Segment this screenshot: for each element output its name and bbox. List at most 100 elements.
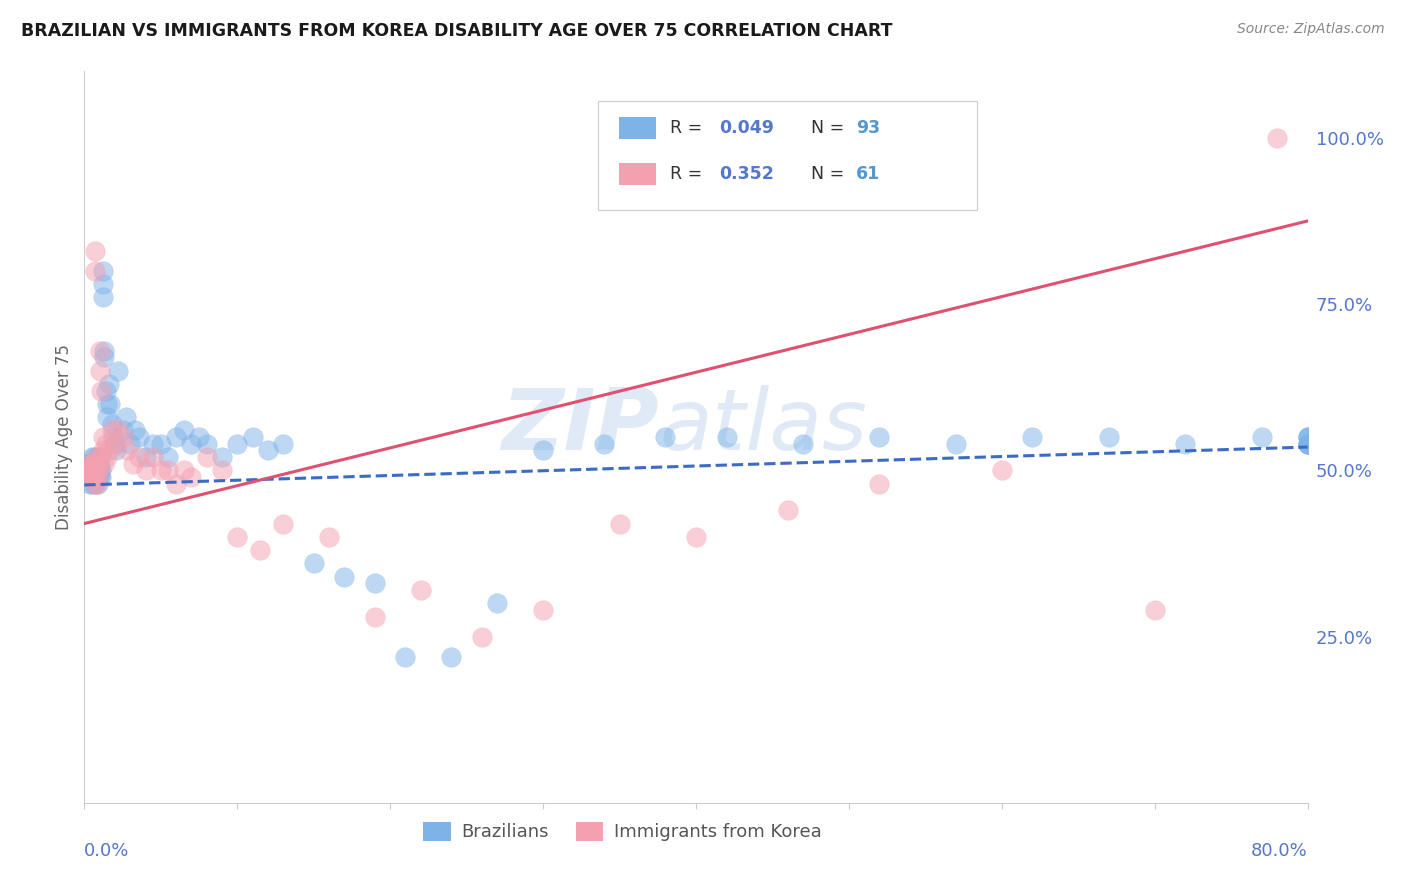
Point — [86, 463, 108, 477]
Point — [91, 443, 114, 458]
Point — [83, 457, 105, 471]
Point — [1296, 430, 1319, 444]
Point — [83, 470, 105, 484]
Point — [364, 576, 387, 591]
Point — [165, 430, 187, 444]
Text: R =: R = — [671, 120, 709, 137]
Point — [149, 436, 172, 450]
Point — [76, 463, 98, 477]
Point — [83, 450, 105, 464]
Point — [80, 476, 103, 491]
Point — [93, 457, 115, 471]
Point — [86, 450, 108, 464]
Point — [94, 436, 117, 450]
Point — [77, 463, 100, 477]
Point — [792, 436, 814, 450]
Point — [89, 363, 111, 377]
Point — [89, 470, 111, 484]
Point — [83, 470, 105, 484]
Point — [94, 384, 117, 398]
Point — [195, 450, 218, 464]
Point — [89, 463, 111, 477]
Point — [531, 603, 554, 617]
Point — [87, 470, 110, 484]
Point — [869, 430, 891, 444]
Point — [89, 343, 111, 358]
Point — [79, 476, 101, 491]
Point — [89, 450, 111, 464]
Point — [83, 463, 105, 477]
Point — [142, 450, 165, 464]
Point — [991, 463, 1014, 477]
Point — [97, 443, 120, 458]
FancyBboxPatch shape — [598, 101, 977, 211]
Text: 0.0%: 0.0% — [84, 842, 129, 860]
Point — [104, 436, 127, 450]
Point — [257, 443, 280, 458]
Point — [93, 351, 115, 365]
Point — [776, 503, 799, 517]
Point — [91, 277, 114, 292]
Point — [86, 470, 108, 484]
Text: N =: N = — [811, 165, 849, 183]
Point — [142, 436, 165, 450]
Point — [107, 424, 129, 438]
Point — [226, 530, 249, 544]
Point — [1296, 436, 1319, 450]
Point — [87, 470, 110, 484]
Point — [86, 457, 108, 471]
Point — [120, 436, 142, 450]
Text: 80.0%: 80.0% — [1251, 842, 1308, 860]
Point — [87, 463, 110, 477]
Point — [593, 436, 616, 450]
Point — [531, 443, 554, 458]
Point — [180, 436, 202, 450]
Point — [654, 430, 676, 444]
Point — [86, 476, 108, 491]
Legend: Brazilians, Immigrants from Korea: Brazilians, Immigrants from Korea — [416, 814, 830, 848]
Point — [77, 463, 100, 477]
Point — [242, 430, 264, 444]
Point — [1296, 436, 1319, 450]
Point — [87, 457, 110, 471]
Point — [90, 470, 112, 484]
Text: 61: 61 — [856, 165, 880, 183]
Point — [128, 430, 150, 444]
Point — [1296, 430, 1319, 444]
Point — [96, 450, 118, 464]
Point — [486, 596, 509, 610]
Point — [609, 516, 631, 531]
Point — [124, 424, 146, 438]
Point — [869, 476, 891, 491]
Point — [84, 470, 107, 484]
Point — [211, 463, 233, 477]
Point — [83, 463, 105, 477]
Point — [97, 376, 120, 391]
Point — [173, 424, 195, 438]
Text: 0.352: 0.352 — [720, 165, 775, 183]
Point — [84, 457, 107, 471]
Point — [135, 463, 157, 477]
Point — [471, 630, 494, 644]
Point — [180, 470, 202, 484]
Point — [77, 470, 100, 484]
Text: ZIP: ZIP — [502, 384, 659, 467]
Point — [90, 463, 112, 477]
Point — [80, 470, 103, 484]
Point — [79, 463, 101, 477]
Text: N =: N = — [811, 120, 849, 137]
Point — [128, 450, 150, 464]
Point — [79, 470, 101, 484]
Point — [79, 463, 101, 477]
Point — [111, 424, 134, 438]
Point — [84, 264, 107, 278]
Point — [84, 476, 107, 491]
Point — [101, 417, 124, 431]
Point — [103, 430, 125, 444]
Point — [93, 343, 115, 358]
Point — [271, 516, 294, 531]
Point — [364, 609, 387, 624]
Point — [1296, 436, 1319, 450]
Point — [80, 457, 103, 471]
Point — [157, 463, 180, 477]
